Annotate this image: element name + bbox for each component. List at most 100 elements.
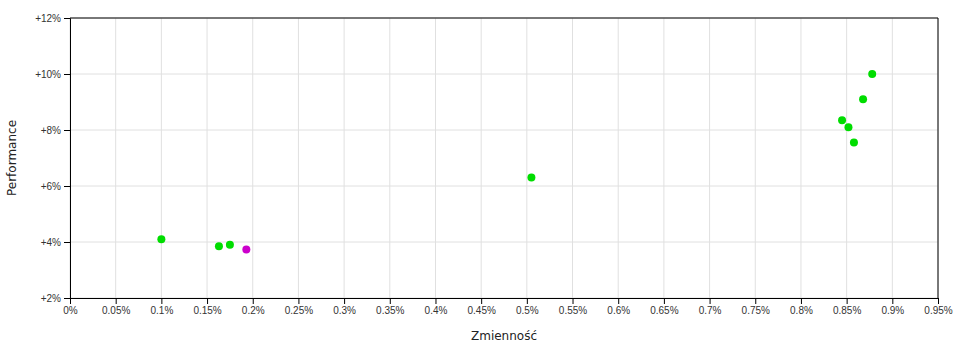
x-tick-label: 0.85%: [833, 305, 861, 316]
y-tick-label: +4%: [41, 237, 61, 248]
x-tick: 0.2%: [242, 298, 265, 316]
frame-right: [938, 18, 939, 298]
y-tick: +6%: [41, 181, 70, 192]
x-grid-line: [481, 18, 482, 298]
x-tick-mark: [892, 298, 893, 304]
x-tick-label: 0.8%: [790, 305, 813, 316]
x-tick: 0.05%: [102, 298, 130, 316]
x-grid-line: [709, 18, 710, 298]
x-tick-mark: [435, 298, 436, 304]
y-tick-mark: [64, 74, 70, 75]
x-tick-label: 0.65%: [650, 305, 678, 316]
x-tick-mark: [664, 298, 665, 304]
x-grid-line: [526, 18, 527, 298]
x-tick-label: 0.3%: [333, 305, 356, 316]
x-axis-title: Zmienność: [471, 329, 537, 343]
x-tick-label: 0.2%: [242, 305, 265, 316]
x-grid-line: [618, 18, 619, 298]
y-tick: +10%: [35, 69, 70, 80]
x-grid-line: [298, 18, 299, 298]
x-tick-mark: [161, 298, 162, 304]
x-tick-mark: [847, 298, 848, 304]
x-tick-mark: [253, 298, 254, 304]
x-grid-line: [663, 18, 664, 298]
x-tick: 0.4%: [425, 298, 448, 316]
x-tick: 0.7%: [699, 298, 722, 316]
y-axis: +2% +4% +6% +8% +10% +12%: [35, 13, 70, 304]
x-tick: 0.9%: [881, 298, 904, 316]
x-grid-line: [389, 18, 390, 298]
x-grid-line: [846, 18, 847, 298]
point: [215, 242, 223, 250]
x-grid-line: [892, 18, 893, 298]
point: [527, 174, 535, 182]
y-axis-line: [64, 19, 71, 299]
point: [838, 116, 846, 124]
x-tick-label: 0.05%: [102, 305, 130, 316]
x-tick-mark: [207, 298, 208, 304]
x-tick-mark: [710, 298, 711, 304]
x-tick: 0.45%: [467, 298, 495, 316]
y-grid-line: [70, 130, 938, 131]
y-tick-label: +12%: [35, 13, 61, 24]
x-grid-line: [252, 18, 253, 298]
y-tick: +4%: [41, 237, 70, 248]
x-tick-label: 0.4%: [425, 305, 448, 316]
point: [844, 123, 852, 131]
x-tick: 0.5%: [516, 298, 539, 316]
x-axis-line: [71, 299, 939, 305]
x-grid-line: [344, 18, 345, 298]
x-tick-mark: [573, 298, 574, 304]
x-grid-line: [435, 18, 436, 298]
chart: 0% 0.05% 0.1% 0.15% 0.2% 0.25% 0.3% 0.35% 0.4% 0.…: [0, 0, 966, 350]
x-tick: 0.75%: [742, 298, 770, 316]
x-tick: 0%: [63, 298, 78, 316]
x-tick: 0.35%: [376, 298, 404, 316]
y-tick-mark: [64, 298, 70, 299]
x-axis: 0% 0.05% 0.1% 0.15% 0.2% 0.25% 0.3% 0.35% 0.4% 0.…: [63, 298, 953, 316]
x-tick-label: 0.9%: [881, 305, 904, 316]
x-tick: 0.15%: [193, 298, 221, 316]
y-tick-label: +2%: [41, 293, 61, 304]
x-grid-line: [161, 18, 162, 298]
x-tick-mark: [527, 298, 528, 304]
y-tick-label: +8%: [41, 125, 61, 136]
y-tick-label: +6%: [41, 181, 61, 192]
y-tick-mark: [64, 186, 70, 187]
x-tick: 0.55%: [559, 298, 587, 316]
point: [850, 139, 858, 147]
point: [242, 246, 250, 254]
x-grid-line: [572, 18, 573, 298]
x-tick-label: 0.25%: [285, 305, 313, 316]
x-tick-mark: [481, 298, 482, 304]
x-tick-mark: [344, 298, 345, 304]
x-tick-label: 0.6%: [607, 305, 630, 316]
y-tick: +2%: [41, 293, 70, 304]
y-tick-label: +10%: [35, 69, 61, 80]
x-tick: 0.85%: [833, 298, 861, 316]
x-grid-line: [800, 18, 801, 298]
plot-area: 0% 0.05% 0.1% 0.15% 0.2% 0.25% 0.3% 0.35% 0.4% 0.…: [35, 13, 953, 316]
points: [157, 70, 876, 254]
y-tick: +8%: [41, 125, 70, 136]
x-tick: 0.8%: [790, 298, 813, 316]
frame-top: [70, 18, 938, 19]
y-grid-line: [70, 74, 938, 75]
x-tick: 0.1%: [150, 298, 173, 316]
point: [226, 241, 234, 249]
x-tick-label: 0.15%: [193, 305, 221, 316]
x-tick-label: 0.55%: [559, 305, 587, 316]
x-tick-label: 0.35%: [376, 305, 404, 316]
x-tick-label: 0.95%: [924, 305, 952, 316]
x-tick-mark: [755, 298, 756, 304]
x-grid-line: [207, 18, 208, 298]
y-grid-line: [70, 18, 938, 19]
y-tick-mark: [64, 130, 70, 131]
point: [157, 235, 165, 243]
x-tick: 0.3%: [333, 298, 356, 316]
x-grid-line: [755, 18, 756, 298]
point: [859, 95, 867, 103]
x-tick-label: 0.7%: [699, 305, 722, 316]
x-tick-label: 0.75%: [742, 305, 770, 316]
x-tick: 0.65%: [650, 298, 678, 316]
